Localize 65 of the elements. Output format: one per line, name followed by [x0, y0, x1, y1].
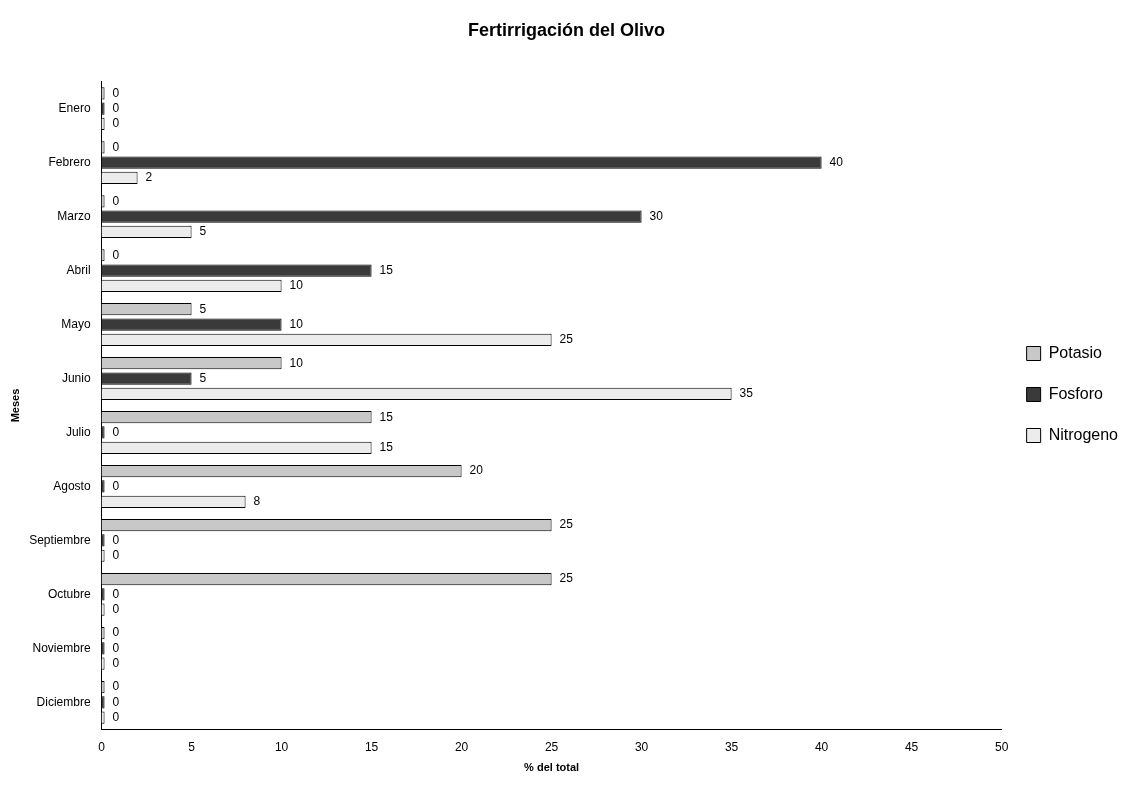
data-label: 15 [379, 262, 394, 277]
data-label: 35 [739, 386, 754, 401]
x-tick-label: 35 [724, 739, 739, 754]
x-tick-label: 15 [364, 739, 379, 754]
data-label: 10 [289, 316, 304, 331]
data-label: 5 [199, 370, 207, 385]
x-tick-label: 0 [98, 739, 106, 754]
y-tick-label: Octubre [47, 586, 91, 601]
y-tick-label: Abril [66, 262, 91, 277]
data-label: 5 [199, 301, 207, 316]
data-label: 0 [112, 100, 120, 115]
y-tick-label: Septiembre [29, 532, 91, 547]
data-label: 0 [112, 139, 120, 154]
y-tick-label: Febrero [48, 154, 91, 169]
x-tick-label: 25 [544, 739, 559, 754]
x-tick-label: 50 [994, 739, 1009, 754]
data-label: 0 [112, 478, 120, 493]
y-tick-label: Mayo [61, 316, 91, 331]
y-tick-label: Agosto [53, 478, 91, 493]
data-label: 25 [559, 332, 574, 347]
data-label: 30 [649, 208, 664, 223]
data-label: 0 [112, 679, 120, 694]
data-label: 25 [559, 517, 574, 532]
x-tick-label: 20 [454, 739, 469, 754]
x-tick-label: 5 [188, 739, 196, 754]
data-label: 0 [112, 602, 120, 617]
data-label: 0 [112, 424, 120, 439]
data-label: 2 [145, 170, 153, 185]
data-label: 0 [112, 548, 120, 563]
data-label: 25 [559, 571, 574, 586]
y-tick-label: Diciembre [36, 694, 91, 709]
x-tick-label: 10 [274, 739, 289, 754]
x-axis-title: % del total [524, 761, 580, 774]
data-label: 0 [112, 656, 120, 671]
data-label: 0 [112, 586, 120, 601]
y-tick-label: Noviembre [32, 640, 91, 655]
data-label: 10 [289, 278, 304, 293]
data-label: 0 [112, 640, 120, 655]
chart-title: Fertirrigación del Olivo [467, 19, 666, 40]
legend-label: Fosforo [1048, 384, 1103, 402]
data-label: 8 [253, 494, 261, 509]
x-tick-label: 40 [814, 739, 829, 754]
data-label: 0 [112, 85, 120, 100]
data-label: 5 [199, 224, 207, 239]
legend-label: Nitrogeno [1048, 425, 1119, 443]
y-tick-label: Marzo [57, 208, 91, 223]
data-label: 0 [112, 625, 120, 640]
legend-label: Potasio [1048, 343, 1103, 361]
y-tick-label: Junio [61, 370, 91, 385]
data-label: 0 [112, 694, 120, 709]
data-label: 0 [112, 710, 120, 725]
x-tick-label: 30 [634, 739, 649, 754]
data-label: 40 [829, 154, 844, 169]
data-label: 15 [379, 440, 394, 455]
data-label: 10 [289, 355, 304, 370]
data-label: 0 [112, 193, 120, 208]
y-axis-title: Meses [8, 388, 21, 423]
x-tick-label: 45 [904, 739, 919, 754]
y-tick-label: Julio [65, 424, 91, 439]
data-label: 15 [379, 409, 394, 424]
data-label: 20 [469, 463, 484, 478]
data-label: 0 [112, 247, 120, 262]
data-label: 0 [112, 532, 120, 547]
y-tick-label: Enero [58, 100, 91, 115]
data-label: 0 [112, 116, 120, 131]
